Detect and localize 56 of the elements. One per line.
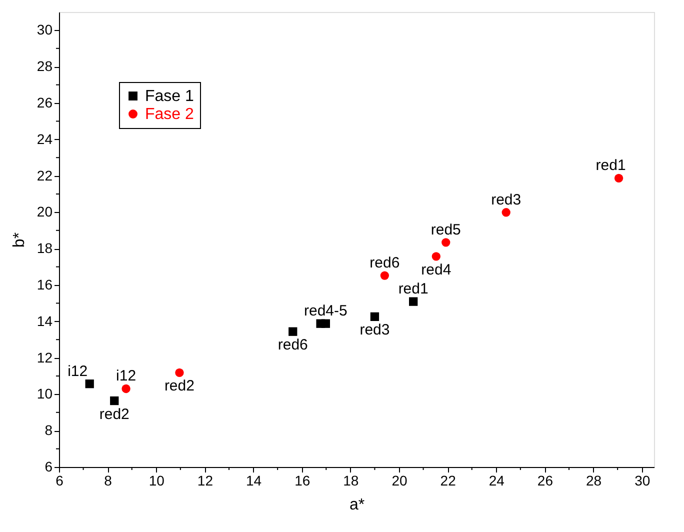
legend-label: Fase 1 — [145, 88, 194, 105]
data-label: red3 — [491, 191, 522, 208]
y-tick-label: 10 — [36, 386, 53, 402]
x-tick-label: 28 — [586, 472, 602, 488]
y-tick-label: 28 — [36, 58, 53, 74]
x-tick-label: 22 — [440, 472, 456, 488]
data-label: red6 — [278, 336, 308, 354]
y-tick-label: 24 — [36, 130, 53, 147]
y-tick-label: 8 — [44, 422, 53, 438]
point — [175, 368, 184, 378]
data-label: red3 — [360, 322, 390, 339]
point — [321, 319, 330, 328]
y-tick-label: 18 — [36, 240, 53, 256]
data-label: red5 — [430, 221, 461, 238]
y-tick-label: 14 — [36, 312, 53, 329]
point — [409, 297, 418, 306]
point — [288, 327, 298, 336]
data-label: i12 — [68, 362, 88, 380]
point — [85, 379, 94, 388]
y-tick-label: 20 — [36, 204, 53, 220]
data-label: red2 — [164, 378, 194, 395]
data-label: red6 — [370, 254, 400, 272]
x-tick-label: 14 — [246, 472, 262, 488]
y-tick-label: 30 — [36, 22, 53, 38]
y-tick-label: 22 — [36, 167, 53, 184]
y-tick-label: 26 — [36, 94, 53, 110]
point — [110, 396, 119, 406]
data-label: red1 — [596, 157, 626, 174]
x-tick-label: 20 — [392, 472, 408, 488]
x-tick-label: 30 — [634, 472, 650, 488]
data-label: red4-5 — [304, 302, 348, 320]
y-axis-title: b* — [10, 232, 28, 248]
y-tick-label: 12 — [36, 349, 53, 366]
x-tick-label: 18 — [343, 472, 359, 488]
y-tick-label: 6 — [44, 458, 53, 474]
point — [122, 384, 130, 394]
x-tick-label: 16 — [294, 472, 310, 488]
x-tick-label: 12 — [197, 472, 214, 488]
data-label: red1 — [398, 280, 428, 298]
point — [502, 208, 510, 217]
x-axis-title: a* — [349, 496, 365, 514]
legend-label: Fase 2 — [145, 106, 194, 123]
x-tick-label: 24 — [488, 472, 505, 488]
data-label: i12 — [116, 368, 136, 385]
point — [614, 174, 624, 182]
point — [380, 271, 389, 280]
x-tick-label: 8 — [104, 472, 112, 488]
point — [442, 238, 450, 247]
data-label: red2 — [99, 406, 130, 423]
x-tick-label: 6 — [56, 472, 64, 488]
x-tick-label: 26 — [537, 472, 554, 488]
x-tick-label: 10 — [148, 472, 165, 488]
data-label: red4 — [421, 261, 452, 278]
point — [432, 252, 440, 261]
y-tick-label: 16 — [36, 276, 53, 292]
point — [370, 312, 380, 321]
